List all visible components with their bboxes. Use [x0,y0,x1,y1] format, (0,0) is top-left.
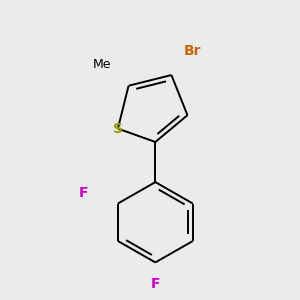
Text: Me: Me [93,58,111,71]
Text: Br: Br [184,44,202,58]
Text: F: F [151,277,160,291]
Text: S: S [113,122,123,136]
Text: F: F [78,186,88,200]
